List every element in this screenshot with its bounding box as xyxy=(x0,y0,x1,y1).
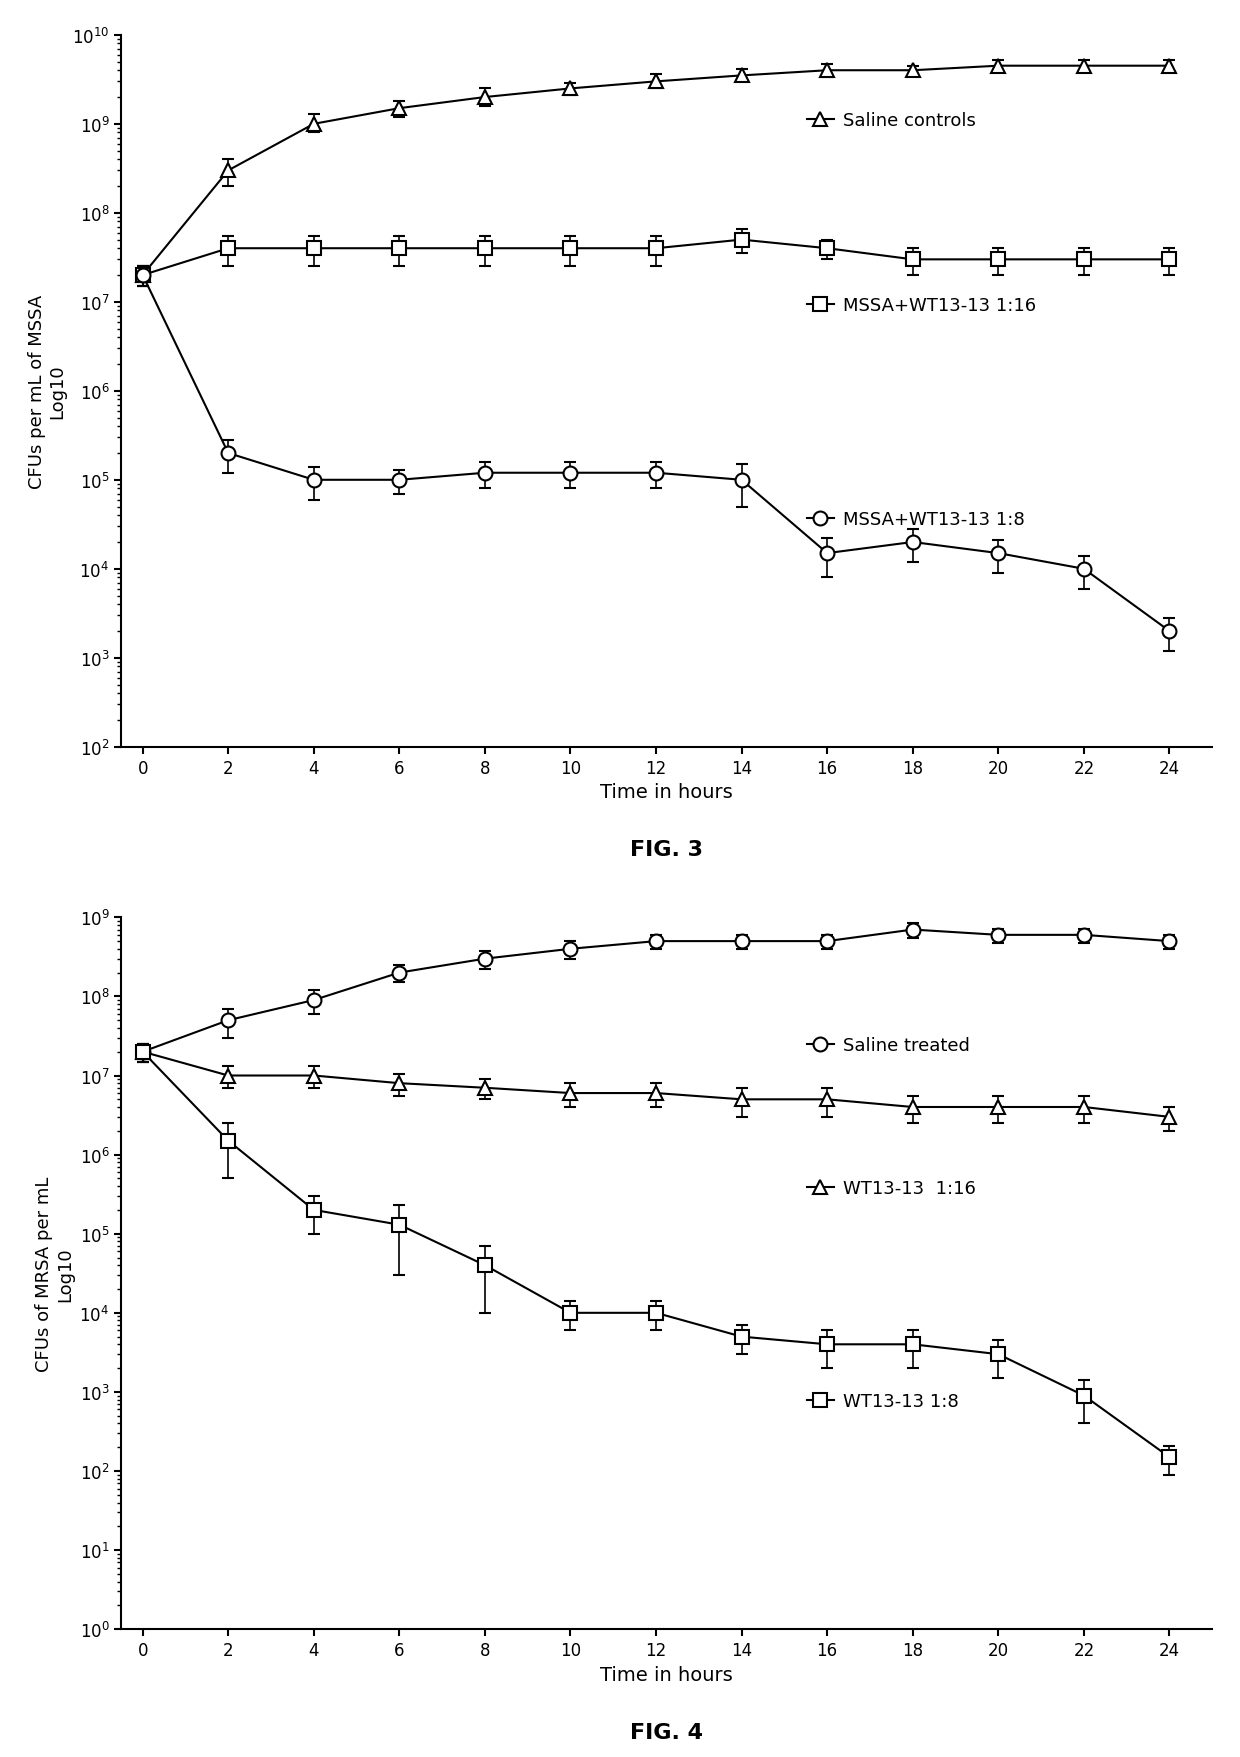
Text: FIG. 3: FIG. 3 xyxy=(630,840,703,859)
Y-axis label: CFUs of MRSA per mL
Log10: CFUs of MRSA per mL Log10 xyxy=(35,1175,74,1370)
X-axis label: Time in hours: Time in hours xyxy=(600,1664,733,1683)
X-axis label: Time in hours: Time in hours xyxy=(600,782,733,801)
Legend: WT13-13 1:8: WT13-13 1:8 xyxy=(807,1393,959,1411)
Legend: MSSA+WT13-13 1:8: MSSA+WT13-13 1:8 xyxy=(807,511,1024,529)
Text: FIG. 4: FIG. 4 xyxy=(630,1722,703,1741)
Y-axis label: CFUs per mL of MSSA
Log10: CFUs per mL of MSSA Log10 xyxy=(27,295,67,488)
